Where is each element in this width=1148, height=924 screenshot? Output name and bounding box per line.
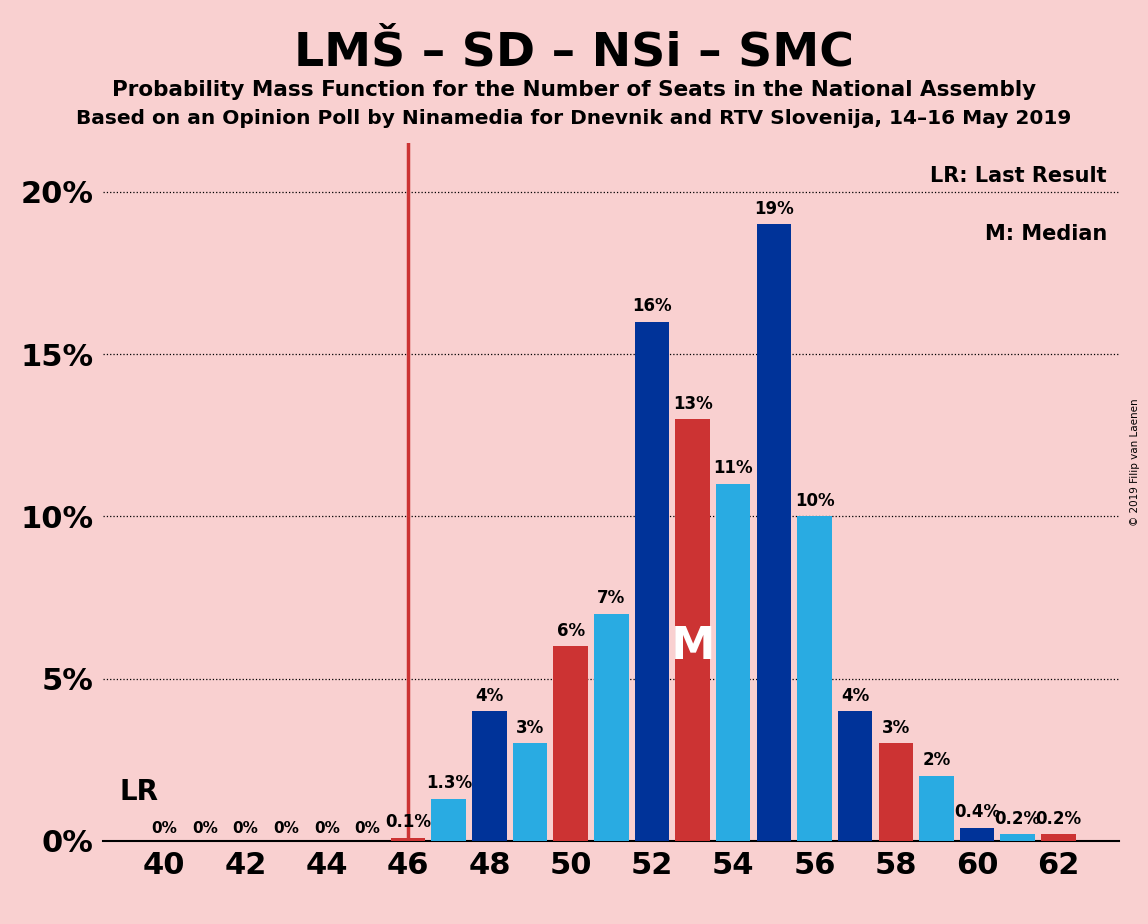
- Text: Probability Mass Function for the Number of Seats in the National Assembly: Probability Mass Function for the Number…: [113, 80, 1035, 101]
- Text: 0%: 0%: [273, 821, 300, 836]
- Bar: [878, 744, 913, 841]
- Text: 0.2%: 0.2%: [994, 809, 1041, 828]
- Bar: [553, 646, 588, 841]
- Bar: [390, 837, 426, 841]
- Bar: [635, 322, 669, 841]
- Bar: [838, 711, 872, 841]
- Bar: [920, 776, 954, 841]
- Bar: [757, 225, 791, 841]
- Text: LR: Last Result: LR: Last Result: [931, 166, 1107, 186]
- Text: 0.2%: 0.2%: [1035, 809, 1081, 828]
- Text: 10%: 10%: [794, 492, 835, 510]
- Text: M: Median: M: Median: [985, 225, 1107, 244]
- Text: 4%: 4%: [475, 687, 504, 705]
- Text: 0%: 0%: [152, 821, 177, 836]
- Bar: [1000, 834, 1035, 841]
- Text: 1.3%: 1.3%: [426, 774, 472, 792]
- Text: 6%: 6%: [557, 622, 584, 639]
- Bar: [594, 614, 629, 841]
- Text: 13%: 13%: [673, 395, 713, 412]
- Text: 0%: 0%: [313, 821, 340, 836]
- Text: 3%: 3%: [882, 719, 910, 737]
- Bar: [472, 711, 506, 841]
- Bar: [960, 828, 994, 841]
- Text: 11%: 11%: [713, 459, 753, 478]
- Bar: [797, 517, 832, 841]
- Bar: [432, 798, 466, 841]
- Text: © 2019 Filip van Laenen: © 2019 Filip van Laenen: [1130, 398, 1140, 526]
- Text: 0.4%: 0.4%: [954, 803, 1000, 821]
- Bar: [675, 419, 709, 841]
- Text: 7%: 7%: [597, 590, 626, 607]
- Text: 0%: 0%: [355, 821, 380, 836]
- Text: LMŠ – SD – NSi – SMC: LMŠ – SD – NSi – SMC: [294, 30, 854, 76]
- Text: 16%: 16%: [633, 298, 672, 315]
- Bar: [716, 484, 751, 841]
- Text: 2%: 2%: [922, 751, 951, 770]
- Text: 4%: 4%: [841, 687, 869, 705]
- Text: 19%: 19%: [754, 200, 793, 218]
- Bar: [513, 744, 548, 841]
- Bar: [1041, 834, 1076, 841]
- Text: LR: LR: [119, 778, 158, 806]
- Text: 0%: 0%: [233, 821, 258, 836]
- Text: Based on an Opinion Poll by Ninamedia for Dnevnik and RTV Slovenija, 14–16 May 2: Based on an Opinion Poll by Ninamedia fo…: [77, 109, 1071, 128]
- Text: 0%: 0%: [192, 821, 218, 836]
- Text: M: M: [670, 625, 715, 668]
- Text: 0.1%: 0.1%: [385, 813, 432, 831]
- Text: 3%: 3%: [515, 719, 544, 737]
